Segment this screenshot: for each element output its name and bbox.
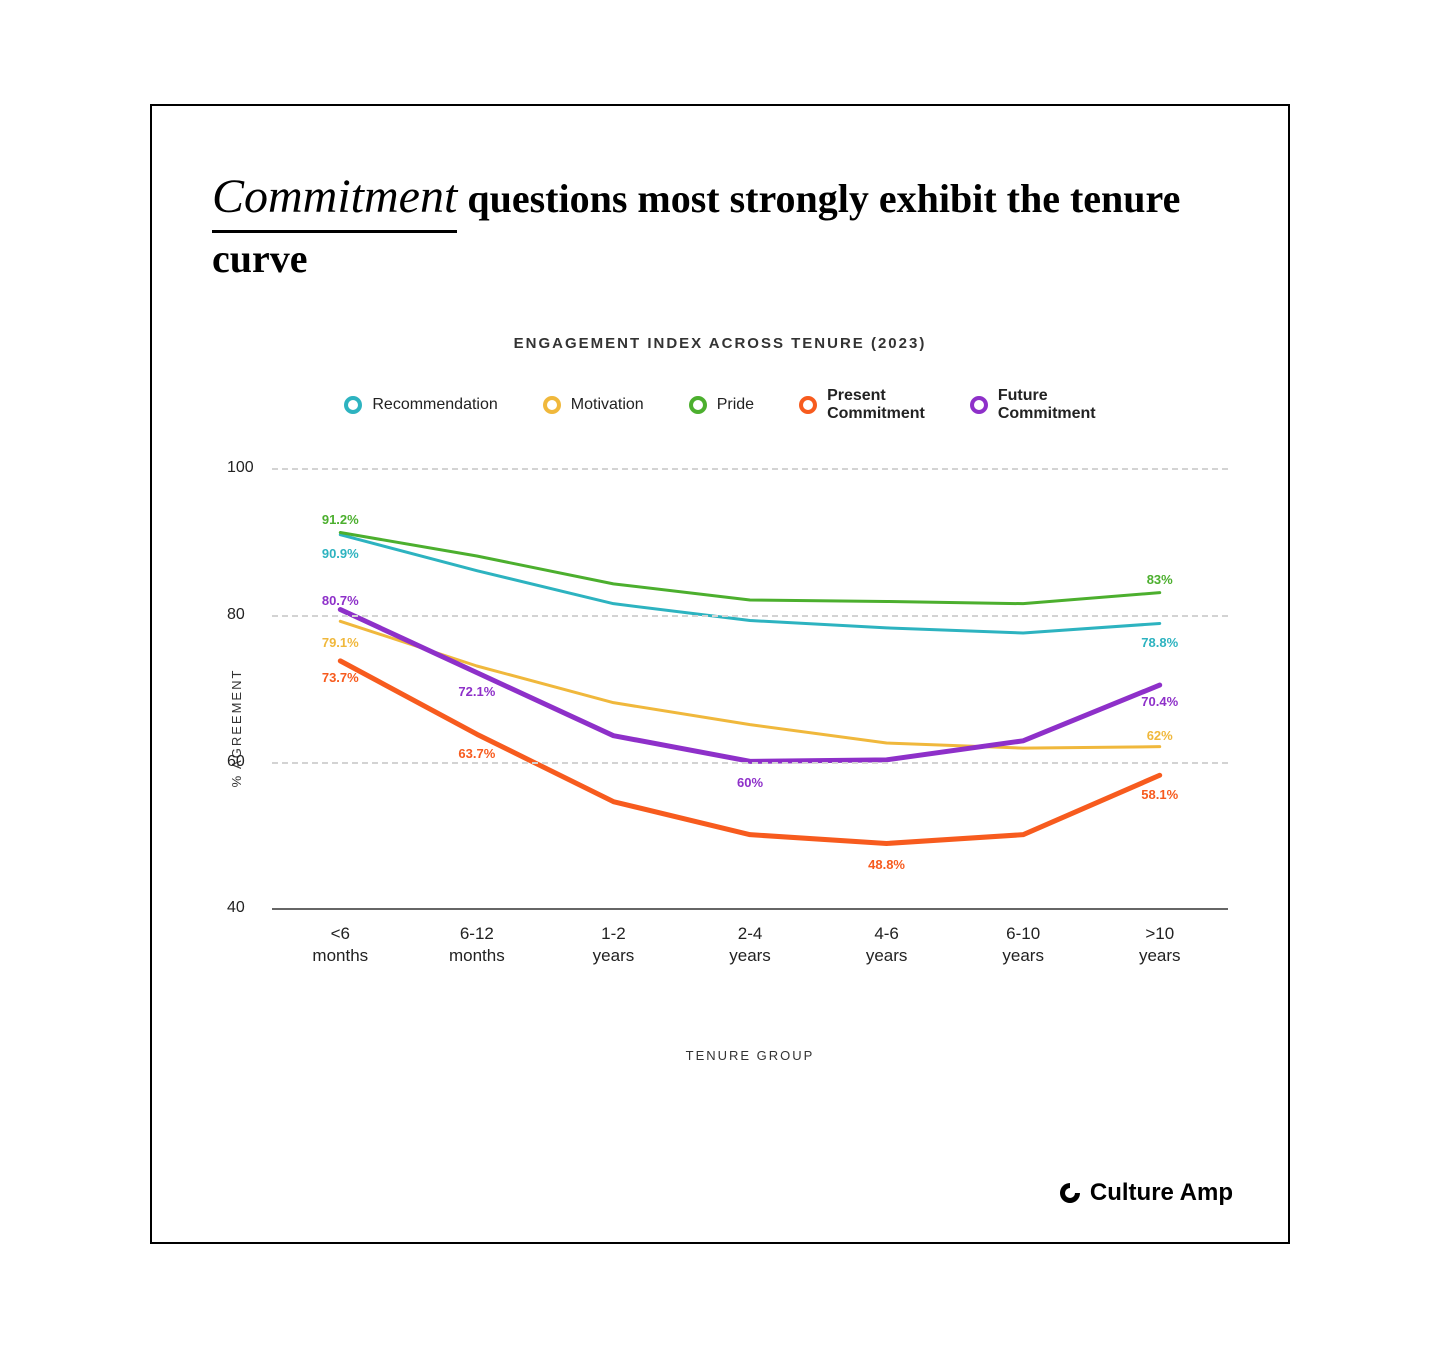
legend-label: Pride [717,396,754,414]
data-label: 90.9% [322,546,359,561]
x-axis: <6 months6-12 months1-2 years2-4 years4-… [272,908,1228,988]
data-label: 83% [1147,572,1173,587]
data-label: 63.7% [458,746,495,761]
x-axis-label: TENURE GROUP [272,1048,1228,1063]
legend-dot [689,396,707,414]
data-label: 91.2% [322,512,359,527]
xtick-label: 1-2 years [545,908,682,988]
xtick-label: 6-10 years [955,908,1092,988]
legend-label: Recommendation [372,396,497,414]
brand-icon [1058,1181,1082,1205]
chart-plot: 40608010091.2%90.9%80.7%79.1%73.7%72.1%6… [272,468,1228,908]
legend-item: Present Commitment [799,387,925,423]
ytick-label: 100 [227,459,254,477]
chart-svg [272,468,1228,908]
xtick-label: 4-6 years [818,908,955,988]
ytick-label: 80 [227,606,245,624]
gridline [272,762,1228,764]
brand-name: Culture Amp [1090,1179,1233,1207]
chart-legend: Recommendation Motivation Pride Present Com… [212,387,1228,423]
data-label: 48.8% [868,857,905,872]
legend-dot [543,396,561,414]
legend-dot [799,396,817,414]
xtick-label: >10 years [1091,908,1228,988]
legend-label: Motivation [571,396,644,414]
title-emphasis: Commitment [212,166,457,233]
data-label: 62% [1147,728,1173,743]
legend-item: Motivation [543,387,644,423]
gridline [272,468,1228,470]
data-label: 80.7% [322,593,359,608]
legend-item: Recommendation [344,387,497,423]
xtick-label: 2-4 years [682,908,819,988]
chart-frame: Commitment questions most strongly exhib… [150,104,1290,1244]
legend-dot [344,396,362,414]
data-label: 73.7% [322,670,359,685]
data-label: 72.1% [458,684,495,699]
ytick-label: 40 [227,899,245,917]
xtick-label: 6-12 months [409,908,546,988]
series-line [340,535,1159,633]
xtick-label: <6 months [272,908,409,988]
brand-logo: Culture Amp [1058,1179,1233,1207]
legend-item: Future Commitment [970,387,1096,423]
data-label: 60% [737,775,763,790]
legend-dot [970,396,988,414]
legend-label: Present Commitment [827,387,925,423]
gridline [272,615,1228,617]
legend-label: Future Commitment [998,387,1096,423]
chart-area: % AGREEMENT 40608010091.2%90.9%80.7%79.1… [212,468,1228,988]
data-label: 78.8% [1141,635,1178,650]
chart-subtitle: ENGAGEMENT INDEX ACROSS TENURE (2023) [212,335,1228,352]
legend-item: Pride [689,387,754,423]
page-title: Commitment questions most strongly exhib… [212,166,1228,285]
ytick-label: 60 [227,753,245,771]
data-label: 58.1% [1141,787,1178,802]
data-label: 70.4% [1141,694,1178,709]
data-label: 79.1% [322,635,359,650]
